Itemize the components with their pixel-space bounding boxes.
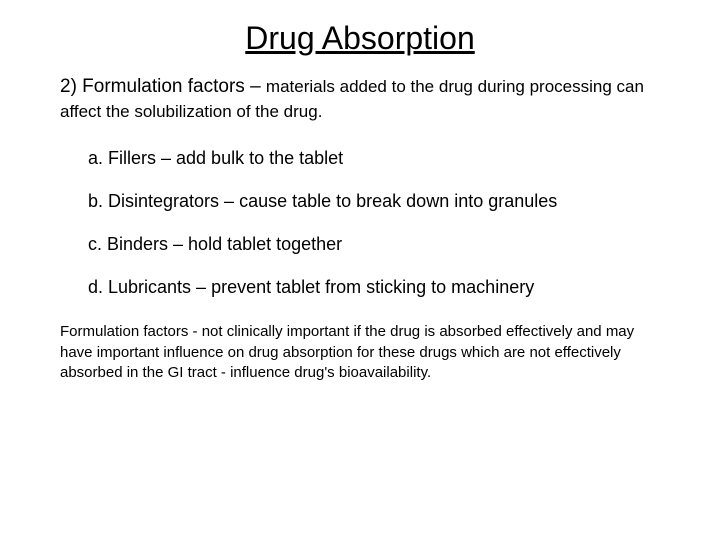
- list-item: c. Binders – hold tablet together: [88, 234, 660, 255]
- list-item: b. Disintegrators – cause table to break…: [88, 191, 660, 212]
- page-title: Drug Absorption: [60, 20, 660, 57]
- list-item: a. Fillers – add bulk to the tablet: [88, 148, 660, 169]
- subtitle-lead: 2) Formulation factors –: [60, 76, 266, 97]
- factor-list: a. Fillers – add bulk to the tablet b. D…: [60, 148, 660, 298]
- subtitle: 2) Formulation factors – materials added…: [60, 75, 660, 124]
- list-item: d. Lubricants – prevent tablet from stic…: [88, 277, 660, 298]
- footer-paragraph: Formulation factors - not clinically imp…: [60, 322, 660, 383]
